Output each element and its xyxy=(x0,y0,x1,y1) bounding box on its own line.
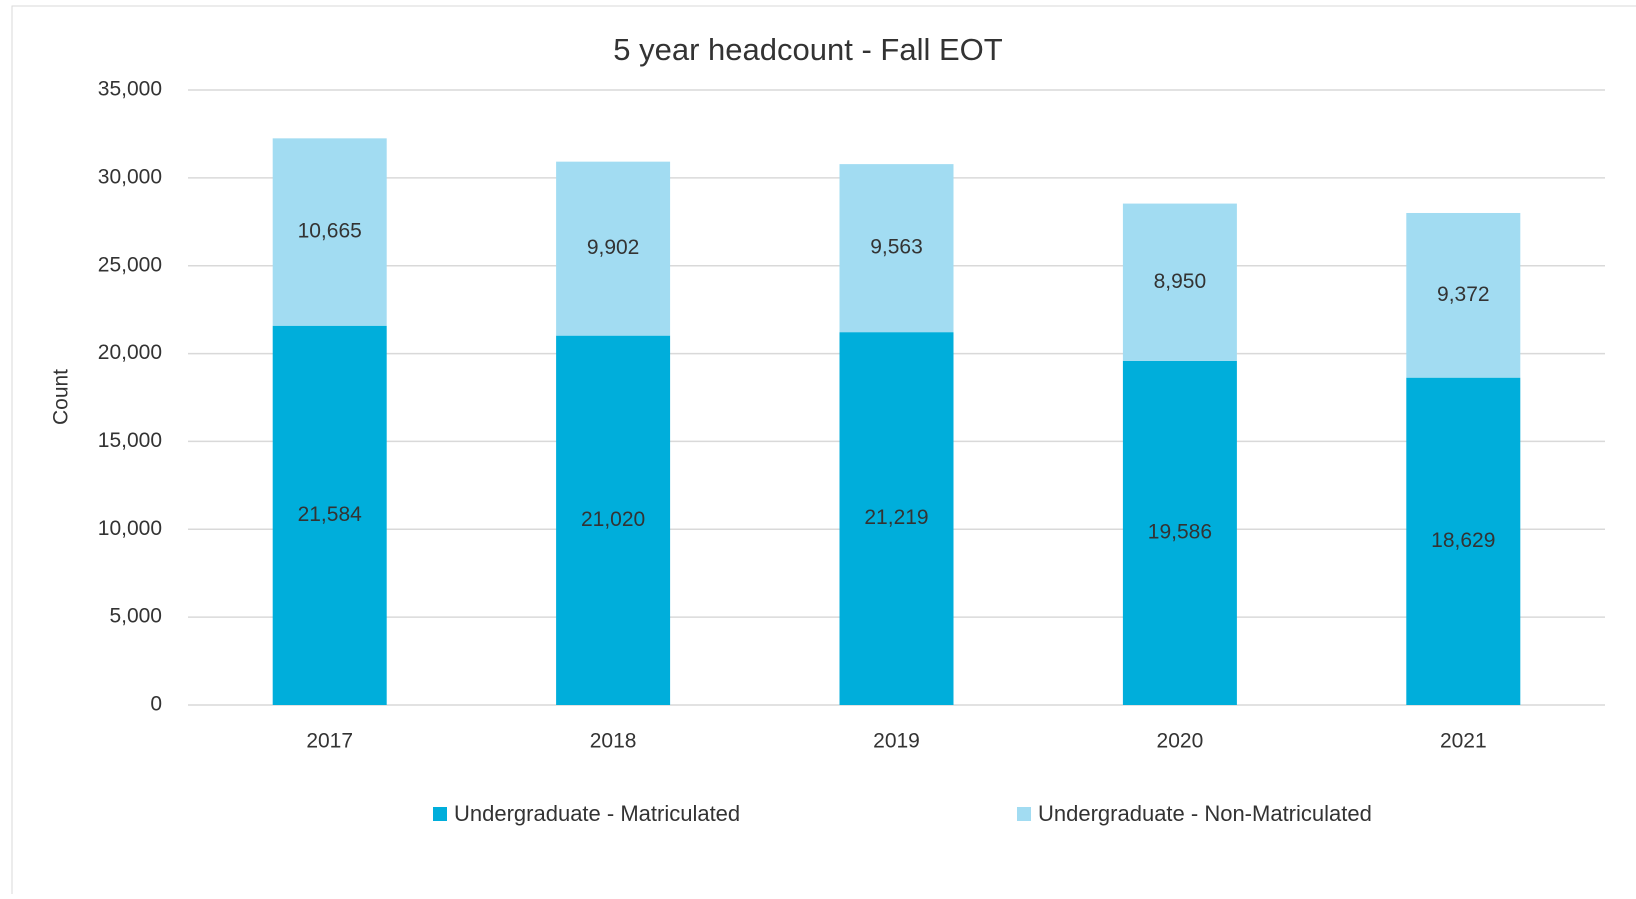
x-tick-label: 2018 xyxy=(590,730,637,753)
bar-segment xyxy=(272,138,387,326)
y-tick-label: 25,000 xyxy=(98,253,162,276)
bar-segment xyxy=(839,332,954,705)
y-tick-label: 15,000 xyxy=(98,429,162,452)
bar-segment xyxy=(1406,377,1521,705)
data-label: 9,902 xyxy=(587,236,640,259)
bar-segment xyxy=(556,161,671,336)
data-label: 10,665 xyxy=(298,220,362,243)
data-label: 9,372 xyxy=(1437,283,1490,306)
bar-segment xyxy=(839,164,954,333)
y-tick-label: 20,000 xyxy=(98,341,162,364)
data-label: 8,950 xyxy=(1154,270,1207,293)
x-tick-label: 2020 xyxy=(1157,730,1204,753)
y-tick-label: 30,000 xyxy=(98,165,162,188)
bar-segment xyxy=(272,325,387,705)
data-label: 21,020 xyxy=(581,508,645,531)
bar-segment xyxy=(1122,203,1237,361)
data-label: 21,219 xyxy=(864,506,928,529)
data-label: 18,629 xyxy=(1431,529,1495,552)
bar-segment xyxy=(556,335,671,705)
legend-label: Undergraduate - Matriculated xyxy=(454,801,740,826)
chart-frame xyxy=(11,5,1636,899)
x-tick-label: 2017 xyxy=(306,730,353,753)
x-tick-label: 2021 xyxy=(1440,730,1487,753)
y-tick-label: 35,000 xyxy=(98,78,162,101)
y-tick-label: 0 xyxy=(150,693,162,716)
legend-swatch xyxy=(1017,807,1031,821)
legend-label: Undergraduate - Non-Matriculated xyxy=(1038,801,1372,826)
chart-title: 5 year headcount - Fall EOT xyxy=(613,32,1002,67)
y-tick-label: 5,000 xyxy=(109,605,162,628)
bar-segment xyxy=(1122,360,1237,705)
data-label: 21,584 xyxy=(298,503,363,526)
y-axis-label: Count xyxy=(50,369,73,425)
bar-segment xyxy=(1406,212,1521,378)
data-label: 19,586 xyxy=(1148,520,1212,543)
legend-swatch xyxy=(433,807,447,821)
data-label: 9,563 xyxy=(870,236,923,259)
y-tick-label: 10,000 xyxy=(98,517,162,540)
x-tick-label: 2019 xyxy=(873,730,920,753)
